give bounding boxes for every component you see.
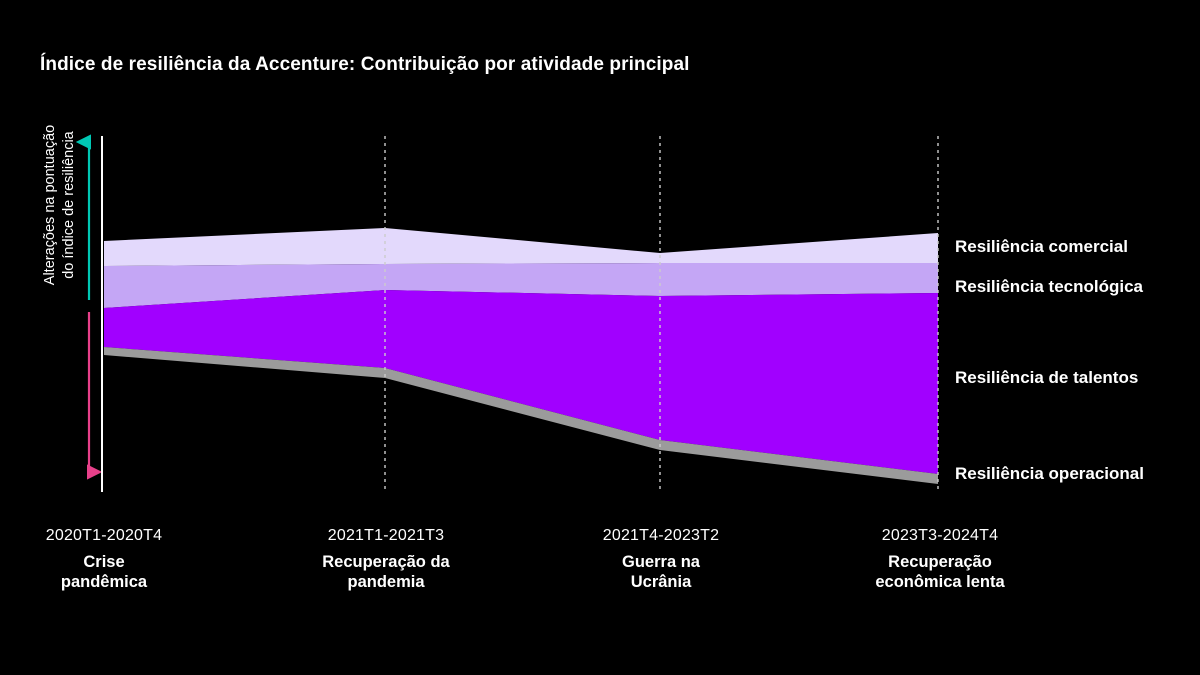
x-axis-name-3-line1: Recuperação: [888, 553, 992, 571]
chart-title: Índice de resiliência da Accenture: Cont…: [40, 54, 690, 75]
band-resiliencia-operacional: [104, 347, 938, 484]
x-axis-range-0: 2020T1-2020T4: [45, 527, 163, 544]
x-axis-name-2-line1: Guerra na: [622, 553, 700, 571]
band-resiliencia-tecnologica: [104, 263, 938, 308]
legend-label-resiliencia-operacional: Resiliência operacional: [955, 464, 1144, 483]
x-axis-category-1: 2021T1-2021T3 Recuperação da pandemia: [256, 527, 516, 592]
x-axis-name-0: Crise pandêmica: [0, 552, 234, 592]
x-axis-name-0-line1: Crise: [83, 553, 125, 571]
x-axis-range-3: 2023T3-2024T4: [881, 527, 999, 544]
x-axis-range-1: 2021T1-2021T3: [327, 527, 445, 544]
x-axis-name-3-line2: econômica lenta: [875, 573, 1005, 591]
x-axis-category-2: 2021T4-2023T2 Guerra na Ucrânia: [531, 527, 791, 592]
legend-label-resiliencia-de-talentos: Resiliência de talentos: [955, 368, 1139, 387]
x-axis-name-1-line1: Recuperação da: [322, 553, 450, 571]
x-axis-category-0: 2020T1-2020T4 Crise pandêmica: [0, 527, 234, 592]
x-axis-name-1: Recuperação da pandemia: [256, 552, 516, 592]
band-resiliencia-comercial: [104, 228, 938, 266]
x-axis-name-1-line2: pandemia: [347, 573, 425, 591]
x-axis-name-0-line2: pandêmica: [60, 573, 148, 591]
legend-label-resiliencia-comercial: Resiliência comercial: [955, 237, 1128, 256]
x-axis-range-2: 2021T4-2023T2: [602, 527, 720, 544]
x-axis-name-2-line2: Ucrânia: [630, 573, 692, 591]
x-axis-category-3: 2023T3-2024T4 Recuperação econômica lent…: [810, 527, 1070, 592]
x-axis-name-3: Recuperação econômica lenta: [810, 552, 1070, 592]
legend-label-resiliencia-tecnologica: Resiliência tecnológica: [955, 277, 1144, 296]
band-resiliencia-de-talentos: [104, 290, 938, 474]
x-axis-name-2: Guerra na Ucrânia: [531, 552, 791, 592]
